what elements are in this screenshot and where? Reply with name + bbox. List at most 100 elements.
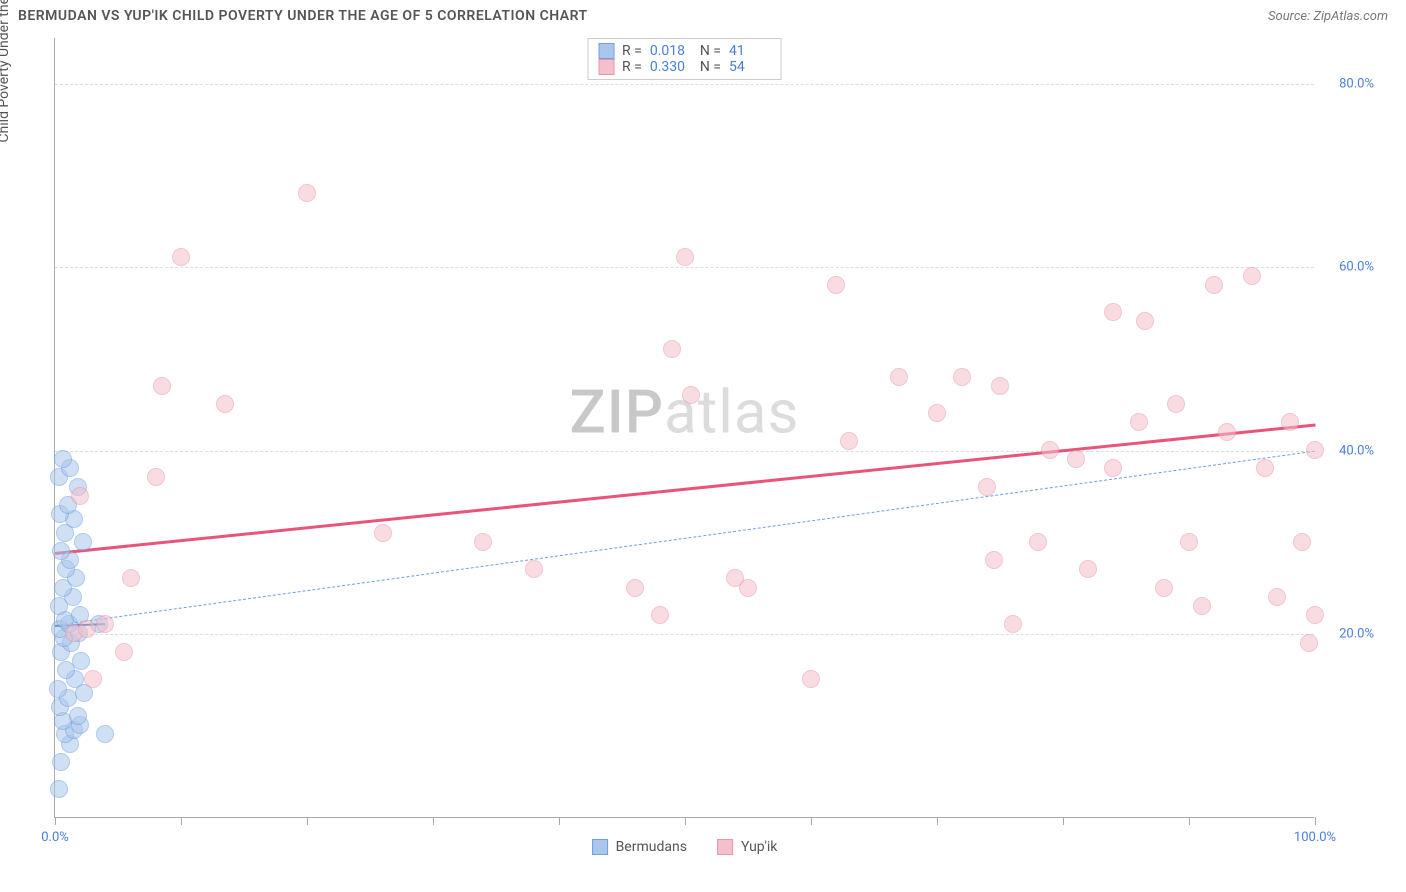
x-tick	[1189, 817, 1190, 825]
x-tick	[1315, 817, 1316, 825]
scatter-point	[985, 551, 1003, 569]
scatter-point	[525, 560, 543, 578]
scatter-point	[78, 620, 96, 638]
scatter-point	[928, 404, 946, 422]
scatter-point	[69, 707, 87, 725]
legend-swatch	[717, 839, 733, 855]
x-tick-label: 0.0%	[41, 830, 69, 845]
n-value: 41	[729, 43, 771, 59]
trend-line	[55, 423, 1315, 554]
scatter-point	[651, 606, 669, 624]
gridline	[55, 267, 1314, 268]
scatter-point	[74, 533, 92, 551]
scatter-point	[682, 386, 700, 404]
scatter-point	[802, 670, 820, 688]
legend-swatch	[598, 59, 614, 75]
scatter-point	[1281, 413, 1299, 431]
legend-item: Yup'ik	[717, 839, 777, 855]
scatter-point	[676, 248, 694, 266]
stat-row: R =0.018N =41	[598, 43, 771, 59]
scatter-point	[1306, 606, 1324, 624]
scatter-point	[840, 432, 858, 450]
x-tick	[307, 817, 308, 825]
scatter-point	[739, 579, 757, 597]
scatter-point	[953, 368, 971, 386]
scatter-point	[1155, 579, 1173, 597]
n-value: 54	[729, 59, 771, 75]
y-tick-label: 40.0%	[1339, 443, 1374, 458]
r-label: R =	[622, 59, 642, 75]
scatter-point	[1029, 533, 1047, 551]
stat-row: R =0.330N =54	[598, 59, 771, 75]
legend-swatch	[592, 839, 608, 855]
scatter-point	[216, 395, 234, 413]
legend-item: Bermudans	[592, 839, 687, 855]
x-tick	[811, 817, 812, 825]
r-value: 0.330	[650, 59, 692, 75]
scatter-point	[52, 542, 70, 560]
scatter-point	[115, 643, 133, 661]
scatter-point	[172, 248, 190, 266]
scatter-point	[978, 478, 996, 496]
scatter-point	[147, 468, 165, 486]
gridline	[55, 451, 1314, 452]
y-tick-label: 60.0%	[1339, 260, 1374, 275]
x-tick	[685, 817, 686, 825]
scatter-point	[96, 615, 114, 633]
scatter-point	[71, 487, 89, 505]
x-tick	[55, 817, 56, 825]
scatter-point	[1136, 312, 1154, 330]
legend-swatch	[598, 43, 614, 59]
series-legend: Bermudans Yup'ik	[592, 839, 778, 855]
scatter-point	[1268, 588, 1286, 606]
scatter-point	[96, 725, 114, 743]
scatter-point	[84, 670, 102, 688]
scatter-point	[991, 377, 1009, 395]
scatter-point	[1130, 413, 1148, 431]
scatter-point	[1104, 459, 1122, 477]
gridline	[55, 84, 1314, 85]
y-axis-label: Child Poverty Under the Age of 5	[0, 0, 12, 143]
scatter-point	[298, 184, 316, 202]
x-tick	[181, 817, 182, 825]
scatter-point	[1079, 560, 1097, 578]
scatter-point	[1004, 615, 1022, 633]
scatter-point	[663, 340, 681, 358]
scatter-point	[122, 569, 140, 587]
y-tick-label: 80.0%	[1339, 76, 1374, 91]
scatter-point	[1205, 276, 1223, 294]
scatter-point	[1218, 423, 1236, 441]
r-value: 0.018	[650, 43, 692, 59]
gridline	[55, 634, 1314, 635]
scatter-plot: ZIPatlas R =0.018N =41R =0.330N =54 Berm…	[54, 38, 1314, 818]
scatter-point	[1293, 533, 1311, 551]
scatter-point	[54, 450, 72, 468]
scatter-point	[1104, 303, 1122, 321]
scatter-point	[890, 368, 908, 386]
x-tick	[433, 817, 434, 825]
scatter-point	[1180, 533, 1198, 551]
scatter-point	[474, 533, 492, 551]
scatter-point	[1041, 441, 1059, 459]
scatter-point	[1167, 395, 1185, 413]
x-tick	[937, 817, 938, 825]
y-tick-label: 20.0%	[1339, 627, 1374, 642]
scatter-point	[52, 753, 70, 771]
correlation-stats-box: R =0.018N =41R =0.330N =54	[587, 38, 782, 80]
chart-source: Source: ZipAtlas.com	[1268, 9, 1388, 24]
scatter-point	[72, 652, 90, 670]
legend-label: Bermudans	[616, 839, 687, 855]
trend-line	[55, 451, 1315, 626]
scatter-point	[49, 680, 67, 698]
scatter-point	[626, 579, 644, 597]
scatter-point	[1067, 450, 1085, 468]
scatter-point	[1256, 459, 1274, 477]
chart-header: BERMUDAN VS YUP'IK CHILD POVERTY UNDER T…	[0, 0, 1406, 30]
chart-title: BERMUDAN VS YUP'IK CHILD POVERTY UNDER T…	[18, 8, 588, 24]
scatter-point	[50, 780, 68, 798]
scatter-point	[1306, 441, 1324, 459]
scatter-point	[153, 377, 171, 395]
scatter-point	[1243, 267, 1261, 285]
x-tick-label: 100.0%	[1294, 830, 1336, 845]
r-label: R =	[622, 43, 642, 59]
